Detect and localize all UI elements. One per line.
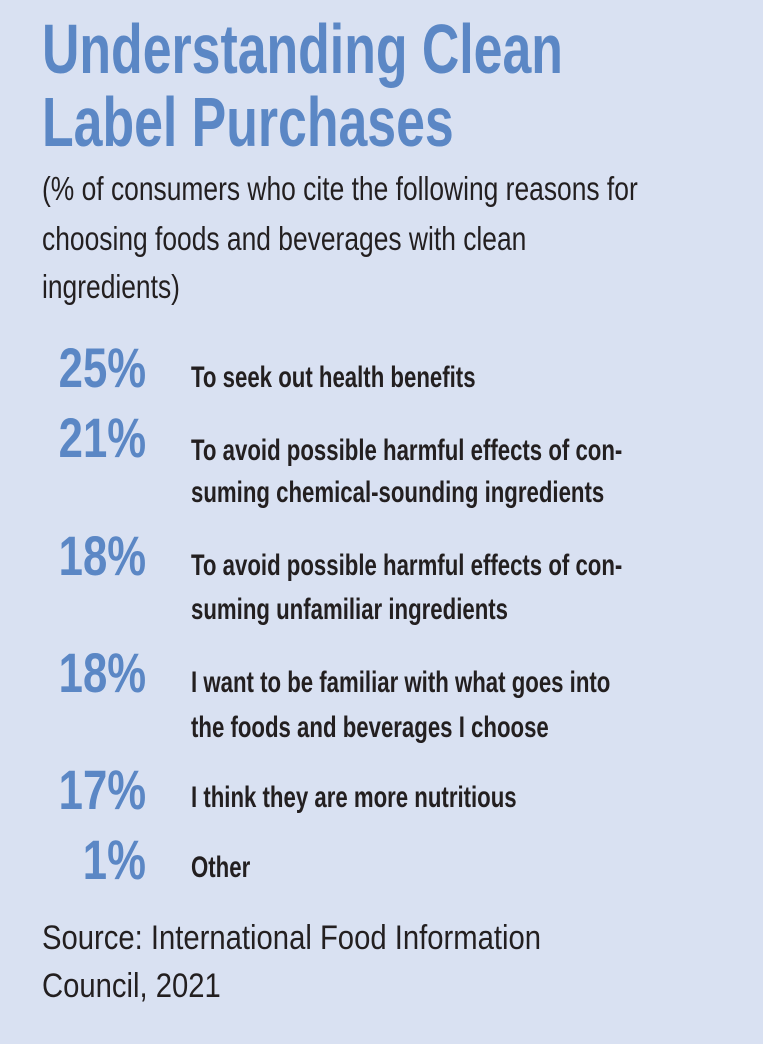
row-3-label-line-1: To avoid possible harmful effects of con…: [191, 549, 623, 582]
source-line-1: Source: International Food Information: [42, 919, 542, 957]
title-line-1: Understanding Clean: [42, 10, 563, 88]
subtitle-line-2: choosing foods and beverages with clean: [42, 220, 527, 257]
row-6-percent: 1%: [82, 828, 146, 891]
row-5-percent: 17%: [58, 758, 146, 821]
row-4-percent: 18%: [58, 641, 146, 704]
subtitle-line-3: ingredients): [42, 268, 180, 305]
subtitle-line-1: (% of consumers who cite the following r…: [42, 170, 638, 207]
source-line-2: Council, 2021: [42, 967, 221, 1005]
row-3-percent: 18%: [58, 524, 146, 587]
row-4-label-line-1: I want to be familiar with what goes int…: [191, 666, 611, 699]
title-line-2: Label Purchases: [42, 83, 454, 161]
row-2-percent: 21%: [58, 406, 146, 469]
row-6-label: Other: [191, 851, 251, 884]
row-2-label-line-1: To avoid possible harmful effects of con…: [191, 434, 623, 467]
row-1-percent: 25%: [58, 336, 146, 399]
row-3-label-line-2: suming unfamiliar ingredients: [191, 593, 509, 626]
row-1-label: To seek out health benefits: [191, 361, 476, 394]
row-2-label-line-2: suming chemical-sounding ingredients: [191, 476, 605, 509]
row-4-label-line-2: the foods and beverages I choose: [191, 711, 549, 744]
row-5-label: I think they are more nutritious: [191, 781, 517, 814]
